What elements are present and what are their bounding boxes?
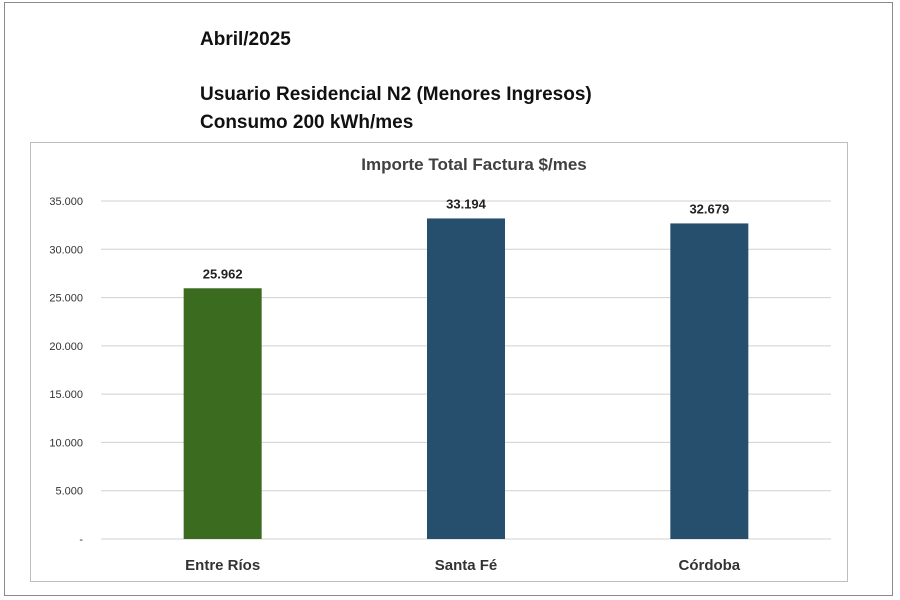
category-label: Santa Fé <box>435 557 498 574</box>
y-tick-label: 25.000 <box>49 293 83 305</box>
bar-chart: Importe Total Factura $/mes - 5.000 10.000… <box>30 142 848 582</box>
y-tick-label: 20.000 <box>49 341 83 353</box>
user-type-label: Usuario Residencial N2 (Menores Ingresos… <box>200 84 592 105</box>
data-label: 33.194 <box>446 196 487 211</box>
consumption-label: Consumo 200 kWh/mes <box>200 112 414 133</box>
image-frame <box>4 2 893 596</box>
bar <box>183 288 262 539</box>
bar <box>670 223 749 539</box>
y-axis-ticks: - 5.000 10.000 15.000 20.000 25.000 30.000 35.0… <box>49 196 83 546</box>
y-tick-label: 35.000 <box>49 196 83 208</box>
y-tick-label: 30.000 <box>49 244 83 256</box>
report-date: Abril/2025 <box>200 29 291 50</box>
y-tick-label: 10.000 <box>49 437 83 449</box>
x-axis-categories: Entre Ríos Santa Fé Córdoba <box>185 557 741 574</box>
y-tick-label: 15.000 <box>49 389 83 401</box>
chart-title: Importe Total Factura $/mes <box>361 155 586 174</box>
bar <box>427 218 505 539</box>
category-label: Córdoba <box>678 557 740 574</box>
category-label: Entre Ríos <box>185 557 260 574</box>
data-labels: 25.962 33.194 32.679 <box>203 196 729 281</box>
y-tick-label: - <box>79 534 83 546</box>
chart-canvas: Importe Total Factura $/mes - 5.000 10.000… <box>49 155 831 574</box>
data-label: 25.962 <box>203 266 243 281</box>
y-tick-label: 5.000 <box>55 486 83 498</box>
data-label: 32.679 <box>689 201 729 216</box>
bars <box>183 218 749 539</box>
